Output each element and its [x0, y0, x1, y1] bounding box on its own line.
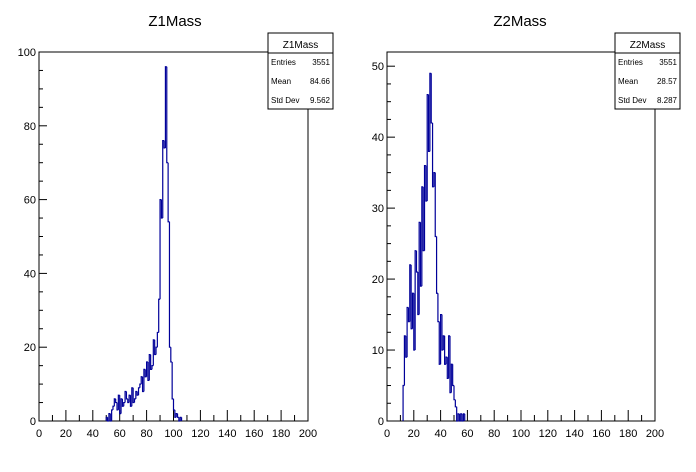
x-tick-label: 140 — [218, 428, 236, 440]
histogram-bin — [166, 66, 169, 164]
histogram-bin — [453, 385, 456, 401]
panel-z1mass: Z1Mass 0 20 40 60 80 100 120 140 160 180 200 0 20 40 60… — [18, 13, 334, 440]
x-tick-label: 0 — [36, 428, 42, 440]
y-tick-label: 40 — [372, 132, 384, 144]
y-tick-label: 100 — [18, 47, 36, 59]
histogram-bin — [162, 139, 165, 219]
histogram-series — [105, 66, 183, 422]
histogram-bin — [158, 298, 161, 333]
histogram-series — [402, 72, 466, 422]
histogram-bin — [139, 383, 142, 388]
histogram-bin — [151, 365, 154, 370]
histogram-bin — [171, 361, 174, 400]
histogram-bin — [155, 346, 158, 355]
x-tick-label: 20 — [408, 428, 420, 440]
histogram-bin — [430, 73, 433, 124]
histogram-bin — [435, 236, 438, 294]
histogram-bin — [111, 409, 113, 421]
panel-z2mass: Z2Mass 0 20 40 60 80 100 120 140 160 180 200 0 10 20 30… — [372, 13, 681, 440]
chart-title: Z1Mass — [148, 13, 201, 30]
y-tick-label: 40 — [24, 268, 36, 280]
stats-value: 9.562 — [310, 96, 331, 105]
stats-box: Z2Mass Entries 3551 Mean 28.57 Std Dev 8.287 — [614, 32, 681, 110]
y-tick-label: 20 — [372, 274, 384, 286]
x-tick-label: 20 — [60, 428, 72, 440]
histogram-bin — [176, 413, 179, 418]
x-tick-label: 200 — [646, 428, 664, 440]
stats-title: Z1Mass — [283, 40, 319, 51]
y-tick-label: 0 — [30, 416, 36, 428]
histogram-bin — [133, 398, 136, 403]
stats-label: Entries — [271, 58, 296, 67]
x-tick-label: 40 — [434, 428, 446, 440]
histogram-bin — [123, 401, 126, 407]
histogram-bin — [112, 405, 115, 410]
stats-value: 28.57 — [657, 77, 678, 86]
stats-label: Std Dev — [618, 96, 646, 105]
histogram-bin — [115, 398, 118, 404]
x-tick-label: 180 — [619, 428, 637, 440]
y-tick-label: 50 — [372, 61, 384, 73]
y-tick-label: 20 — [24, 342, 36, 354]
x-tick-label: 100 — [164, 428, 182, 440]
x-tick-label: 100 — [512, 428, 530, 440]
stats-title: Z2Mass — [630, 40, 666, 51]
x-tick-label: 180 — [272, 428, 290, 440]
stats-box: Z1Mass Entries 3551 Mean 84.66 Std Dev 9.562 — [267, 32, 334, 110]
x-tick-label: 60 — [461, 428, 473, 440]
y-tick-label: 60 — [24, 195, 36, 207]
stats-label: Mean — [618, 77, 638, 86]
x-tick-label: 120 — [191, 428, 209, 440]
x-tick-label: 120 — [539, 428, 557, 440]
stats-value: 3551 — [312, 58, 330, 67]
histogram-bin — [170, 347, 173, 363]
histogram-bin — [156, 331, 159, 348]
x-tick-label: 0 — [384, 428, 390, 440]
stats-label: Std Dev — [271, 96, 299, 105]
x-tick-label: 200 — [299, 428, 317, 440]
x-tick-label: 160 — [592, 428, 610, 440]
x-tick-label: 80 — [140, 428, 152, 440]
x-tick-label: 40 — [87, 428, 99, 440]
y-tick-label: 80 — [24, 121, 36, 133]
stats-value: 8.287 — [657, 96, 678, 105]
x-tick-label: 160 — [245, 428, 263, 440]
y-tick-label: 10 — [372, 345, 384, 357]
histogram-bin — [168, 221, 171, 348]
x-tick-label: 80 — [488, 428, 500, 440]
stats-box-frame — [614, 32, 681, 110]
histogram-bin — [172, 398, 175, 411]
histogram-bin — [415, 250, 418, 273]
stats-value: 84.66 — [310, 77, 331, 86]
histogram-bin — [437, 293, 440, 323]
chart-title: Z2Mass — [493, 13, 546, 30]
stats-label: Entries — [618, 58, 643, 67]
stats-box-frame — [267, 32, 334, 110]
histogram-bin — [434, 172, 437, 238]
histogram-bin — [452, 364, 454, 387]
histogram-bin — [402, 384, 405, 421]
stats-value: 3551 — [659, 58, 677, 67]
x-tick-label: 60 — [114, 428, 126, 440]
x-tick-label: 140 — [565, 428, 583, 440]
histogram-bin — [167, 162, 170, 223]
histogram-bin — [137, 387, 140, 396]
histogram-bin — [454, 399, 457, 408]
y-tick-label: 30 — [372, 203, 384, 215]
histogram-bin — [125, 391, 128, 400]
y-tick-label: 0 — [378, 416, 384, 428]
stats-label: Mean — [271, 77, 291, 86]
